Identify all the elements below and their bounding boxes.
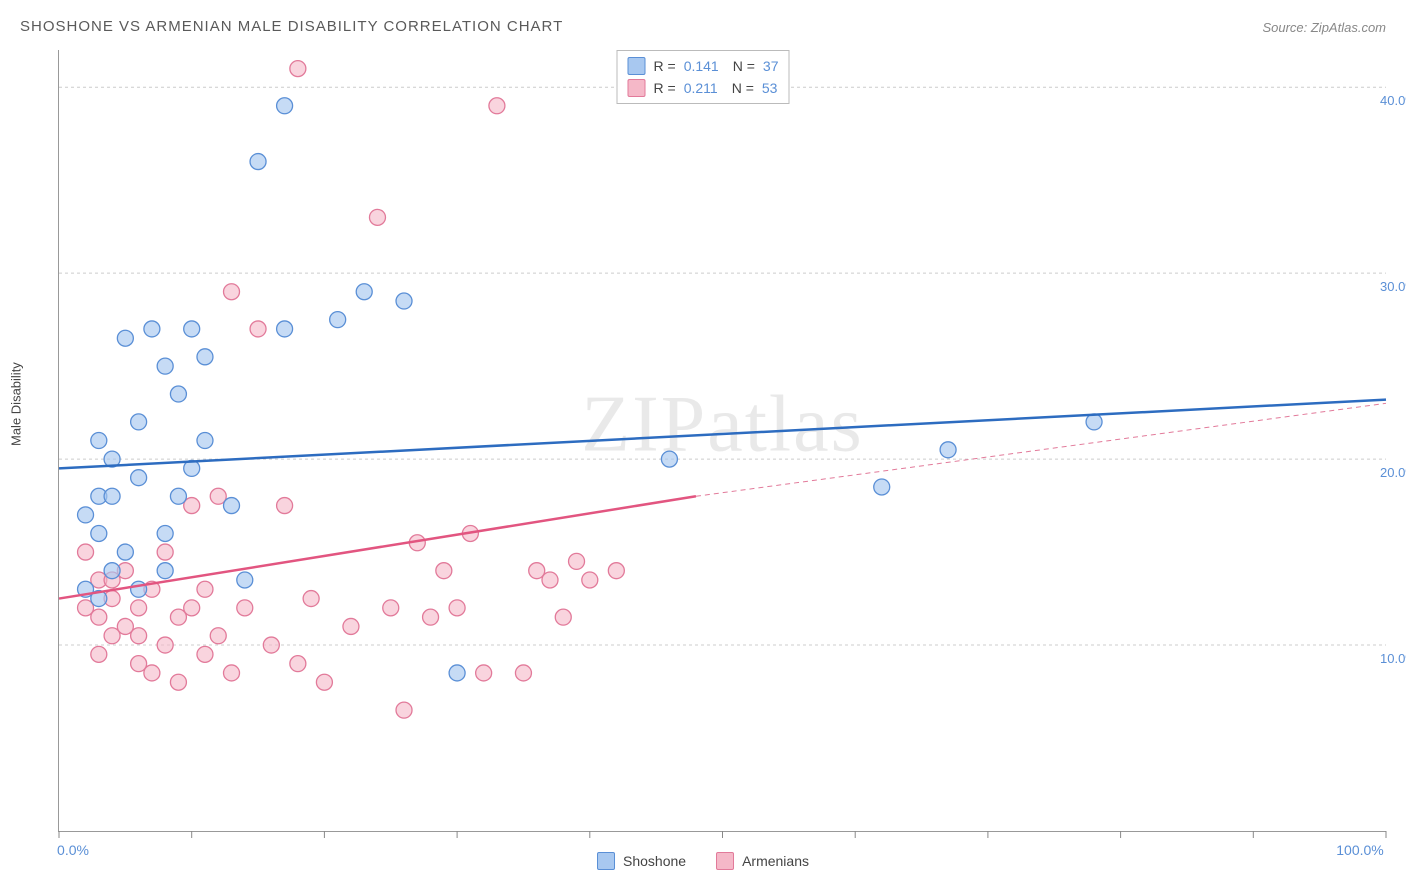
legend-item-shoshone: Shoshone: [597, 852, 686, 870]
svg-text:10.0%: 10.0%: [1380, 651, 1406, 666]
legend-swatch-shoshone: [597, 852, 615, 870]
legend-swatch-shoshone: [628, 57, 646, 75]
svg-text:30.0%: 30.0%: [1380, 279, 1406, 294]
legend-stats-box: R = 0.141 N = 37 R = 0.211 N = 53: [617, 50, 790, 104]
chart-container: SHOSHONE VS ARMENIAN MALE DISABILITY COR…: [10, 10, 1396, 882]
legend-bottom: Shoshone Armenians: [597, 852, 809, 870]
r-value-shoshone: 0.141: [684, 58, 719, 74]
n-value-armenians: 53: [762, 80, 778, 96]
r-label: R =: [654, 58, 676, 74]
chart-source: Source: ZipAtlas.com: [1262, 20, 1386, 35]
svg-text:0.0%: 0.0%: [57, 842, 89, 858]
svg-text:20.0%: 20.0%: [1380, 465, 1406, 480]
legend-label-armenians: Armenians: [742, 853, 809, 869]
legend-swatch-armenians: [628, 79, 646, 97]
y-axis-title: Male Disability: [9, 362, 24, 446]
legend-item-armenians: Armenians: [716, 852, 809, 870]
svg-text:40.0%: 40.0%: [1380, 93, 1406, 108]
plot-svg: 10.0%20.0%30.0%40.0%0.0%100.0%: [59, 50, 1386, 831]
legend-label-shoshone: Shoshone: [623, 853, 686, 869]
svg-text:100.0%: 100.0%: [1336, 842, 1383, 858]
n-label: N =: [733, 58, 755, 74]
legend-swatch-armenians: [716, 852, 734, 870]
legend-stats-row-armenians: R = 0.211 N = 53: [628, 77, 779, 99]
n-label: N =: [732, 80, 754, 96]
r-value-armenians: 0.211: [684, 80, 718, 96]
legend-stats-row-shoshone: R = 0.141 N = 37: [628, 55, 779, 77]
plot-area: ZIPatlas 10.0%20.0%30.0%40.0%0.0%100.0%: [58, 50, 1386, 832]
n-value-shoshone: 37: [763, 58, 779, 74]
r-label: R =: [654, 80, 676, 96]
chart-title: SHOSHONE VS ARMENIAN MALE DISABILITY COR…: [20, 18, 563, 35]
